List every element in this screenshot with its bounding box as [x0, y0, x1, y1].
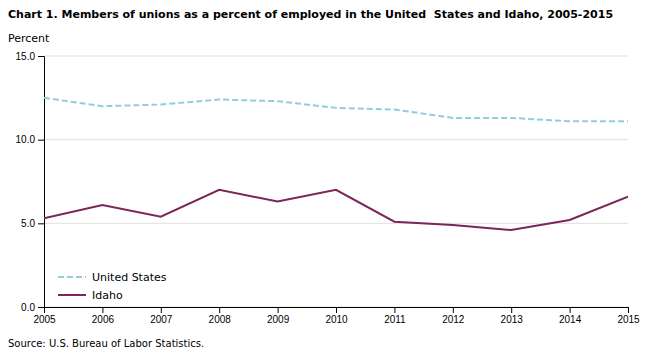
x-tick-mark: [102, 307, 103, 313]
legend: United States Idaho: [58, 271, 167, 302]
y-tick-label: 15.0: [16, 51, 36, 62]
lines: [44, 98, 628, 230]
x-tick-label: 2013: [501, 314, 524, 325]
x-tick-label: 2010: [325, 314, 348, 325]
y-tick: 10.0: [16, 134, 44, 145]
y-axis: 0.0 5.0 10.0 15.0: [16, 51, 45, 313]
legend-label: Idaho: [92, 289, 123, 302]
x-axis-line: [45, 308, 629, 314]
x-tick-mark: [570, 307, 571, 313]
x-tick-label: 2008: [209, 314, 232, 325]
y-tick: 0.0: [21, 302, 44, 313]
y-tick-mark: [38, 307, 44, 308]
y-tick: 5.0: [21, 218, 44, 229]
x-tick-label: 2011: [384, 314, 406, 325]
grid-line: [44, 223, 628, 224]
x-tick: 2012: [442, 307, 465, 325]
x-tick-mark: [161, 307, 162, 313]
x-tick: 2005: [33, 307, 56, 325]
x-tick-mark: [336, 307, 337, 313]
x-tick: 2007: [150, 307, 173, 325]
x-tick-label: 2014: [559, 314, 582, 325]
x-tick-label: 2009: [267, 314, 290, 325]
series-line: [44, 190, 628, 230]
x-tick-label: 2012: [442, 314, 465, 325]
x-tick: 2010: [325, 307, 348, 325]
x-tick-label: 2015: [617, 314, 640, 325]
plot: 2005 2006 2007 2008 2009 2010 2011 2012 2013 2014…: [16, 51, 641, 325]
y-axis-line: [38, 57, 45, 308]
x-tick: 2015: [617, 307, 640, 325]
x-tick-mark: [628, 307, 629, 313]
title: Chart 1. Members of unions as a percent …: [8, 8, 613, 21]
x-tick: 2011: [384, 307, 406, 325]
y-tick-label: 10.0: [16, 134, 36, 145]
y-tick-mark: [38, 56, 44, 57]
x-tick-mark: [219, 307, 220, 313]
y-tick-label: 0.0: [21, 302, 35, 313]
x-tick-mark: [278, 307, 279, 313]
x-tick: 2009: [267, 307, 290, 325]
x-tick: 2013: [501, 307, 524, 325]
x-tick-label: 2006: [92, 314, 115, 325]
grid: [44, 56, 628, 307]
x-tick: 2014: [559, 307, 582, 325]
legend-swatch: [58, 276, 86, 278]
series-line: [44, 98, 628, 121]
x-tick-mark: [453, 307, 454, 313]
y-tick-label: 5.0: [21, 218, 35, 229]
y-tick: 15.0: [16, 51, 44, 62]
x-axis: 2005 2006 2007 2008 2009 2010 2011 2012 2013 2014…: [33, 307, 640, 325]
grid-line: [44, 139, 628, 140]
x-tick-label: 2007: [150, 314, 173, 325]
legend-label: United States: [92, 271, 167, 284]
y-tick-mark: [38, 140, 44, 141]
x-tick-mark: [394, 307, 395, 313]
x-tick: 2006: [92, 307, 115, 325]
y-tick-mark: [38, 223, 44, 224]
chart: Chart 1. Members of unions as a percent …: [0, 0, 650, 353]
x-tick-mark: [511, 307, 512, 313]
y-axis-label: Percent: [8, 32, 50, 45]
x-tick: 2008: [209, 307, 232, 325]
source: Source: U.S. Bureau of Labor Statistics.: [8, 338, 204, 349]
legend-swatch: [58, 294, 86, 296]
grid-line: [44, 56, 628, 57]
x-tick-label: 2005: [33, 314, 56, 325]
